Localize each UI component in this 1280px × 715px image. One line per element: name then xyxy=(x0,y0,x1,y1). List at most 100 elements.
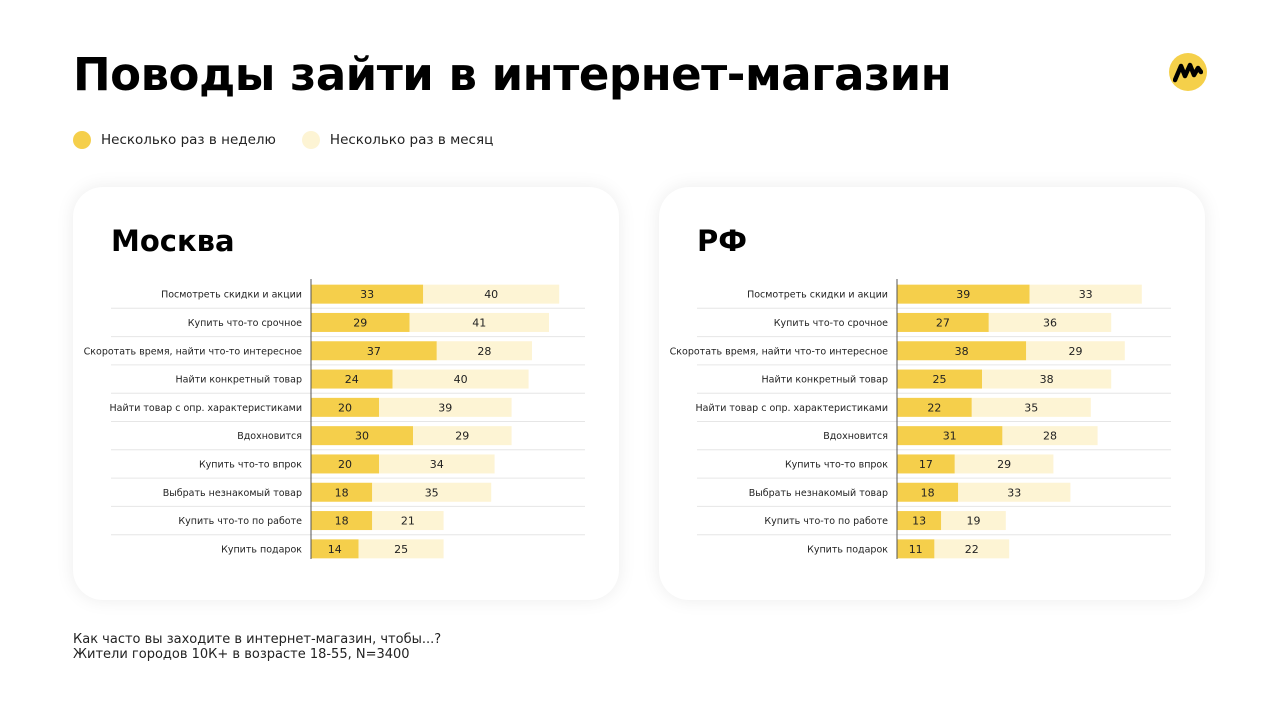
chart-row: Купить что-то срочное 29 41 xyxy=(111,312,585,338)
bar-weekly xyxy=(897,482,959,502)
category-label: Вдохновится xyxy=(237,431,302,442)
value-label-monthly: 19 xyxy=(967,515,981,528)
bar-weekly xyxy=(311,454,379,474)
value-label-weekly: 13 xyxy=(912,515,926,528)
value-label-monthly: 41 xyxy=(472,316,486,329)
value-label-weekly: 39 xyxy=(956,288,970,301)
chart-row: Посмотреть скидки и акции 39 33 xyxy=(697,284,1171,309)
category-label: Найти конкретный товар xyxy=(762,375,888,386)
russia-chart-card: РФ Посмотреть скидки и акции 39 33 Купить ч… xyxy=(659,187,1205,600)
value-label-monthly: 21 xyxy=(401,515,415,528)
value-label-weekly: 17 xyxy=(919,458,933,471)
page-title: Поводы зайти в интернет-магазин xyxy=(73,48,952,101)
value-label-weekly: 20 xyxy=(338,401,352,414)
value-label-monthly: 22 xyxy=(965,543,979,556)
chart-row: Купить подарок 11 22 xyxy=(807,539,1010,559)
value-label-weekly: 27 xyxy=(936,316,950,329)
bar-weekly xyxy=(897,539,935,559)
chart-legend: Несколько раз в неделю Несколько раз в м… xyxy=(73,131,519,149)
bar-monthly xyxy=(954,454,1054,474)
bar-weekly xyxy=(311,369,393,389)
value-label-weekly: 31 xyxy=(943,430,957,443)
category-label: Вдохновится xyxy=(823,431,888,442)
chart-row: Найти конкретный товар 24 40 xyxy=(111,369,585,394)
category-label: Скоротать время, найти что-то интересное xyxy=(84,346,303,357)
bar-monthly xyxy=(1029,284,1142,304)
bar-monthly xyxy=(358,539,444,559)
bar-weekly xyxy=(311,511,373,531)
chart-row: Купить что-то впрок 17 29 xyxy=(697,454,1171,479)
value-label-monthly: 35 xyxy=(1024,401,1038,414)
category-label: Купить что-то срочное xyxy=(774,318,888,329)
value-label-weekly: 33 xyxy=(360,288,374,301)
chart-row: Найти конкретный товар 25 38 xyxy=(697,369,1171,394)
bar-monthly xyxy=(423,284,560,304)
legend-label-monthly: Несколько раз в месяц xyxy=(329,132,494,148)
bar-monthly xyxy=(413,426,512,446)
category-label: Найти конкретный товар xyxy=(176,375,302,386)
legend-item-monthly: Несколько раз в месяц xyxy=(301,131,494,149)
category-label: Посмотреть скидки и акции xyxy=(161,290,302,301)
value-label-monthly: 39 xyxy=(438,401,452,414)
legend-swatch-monthly xyxy=(301,131,320,149)
value-label-monthly: 40 xyxy=(484,288,498,301)
bar-monthly xyxy=(958,482,1071,502)
bar-weekly xyxy=(311,426,413,446)
value-label-weekly: 11 xyxy=(909,543,923,556)
legend-swatch-weekly xyxy=(73,131,91,149)
bar-weekly xyxy=(897,284,1030,304)
bar-monthly xyxy=(1002,426,1098,446)
value-label-weekly: 29 xyxy=(353,316,367,329)
value-label-monthly: 25 xyxy=(394,543,408,556)
value-label-monthly: 28 xyxy=(477,345,491,358)
category-label: Купить подарок xyxy=(221,544,302,555)
bar-monthly xyxy=(941,511,1006,531)
value-label-weekly: 20 xyxy=(338,458,352,471)
value-label-weekly: 18 xyxy=(335,486,349,499)
bar-weekly xyxy=(311,284,424,304)
bar-monthly xyxy=(379,397,512,417)
chart-row: Найти товар с опр. характеристиками 20 39 xyxy=(110,397,585,422)
chart-row: Купить что-то срочное 27 36 xyxy=(697,312,1171,338)
category-label: Купить что-то по работе xyxy=(178,516,302,527)
value-label-monthly: 28 xyxy=(1043,430,1057,443)
chart-row: Скоротать время, найти что-то интересное… xyxy=(84,341,585,366)
value-label-monthly: 36 xyxy=(1043,316,1057,329)
value-label-weekly: 25 xyxy=(933,373,947,386)
value-label-weekly: 22 xyxy=(927,401,941,414)
chart-row: Выбрать незнакомый товар 18 35 xyxy=(111,482,585,507)
chart-row: Выбрать незнакомый товар 18 33 xyxy=(697,482,1171,507)
category-label: Выбрать незнакомый товар xyxy=(163,488,302,499)
bar-weekly xyxy=(897,341,1027,361)
chart-row: Посмотреть скидки и акции 33 40 xyxy=(111,284,585,309)
bar-monthly xyxy=(982,369,1112,389)
value-label-monthly: 29 xyxy=(997,458,1011,471)
legend-label-weekly: Несколько раз в неделю xyxy=(101,132,276,148)
chart-title-moscow: Москва xyxy=(111,224,235,258)
category-label: Скоротать время, найти что-то интересное xyxy=(670,346,889,357)
bar-monthly xyxy=(988,312,1112,332)
value-label-weekly: 30 xyxy=(355,430,369,443)
moscow-bar-chart: Посмотреть скидки и акции 33 40 Купить что-… xyxy=(84,279,585,559)
bar-monthly xyxy=(372,482,492,502)
bar-weekly xyxy=(897,511,942,531)
bar-weekly xyxy=(897,369,982,389)
bar-weekly xyxy=(311,482,373,502)
chart-row: Вдохновится 31 28 xyxy=(697,426,1171,451)
value-label-monthly: 29 xyxy=(1069,345,1083,358)
bar-weekly xyxy=(311,341,437,361)
bar-monthly xyxy=(971,397,1091,417)
value-label-weekly: 18 xyxy=(921,486,935,499)
moscow-chart-card: Москва Посмотреть скидки и акции 33 40 Купи… xyxy=(73,187,619,600)
footnote: Как часто вы заходите в интернет-магазин… xyxy=(73,632,441,662)
russia-bar-chart: Посмотреть скидки и акции 39 33 Купить что-… xyxy=(670,279,1171,559)
bar-monthly xyxy=(409,312,549,332)
chart-row: Купить подарок 14 25 xyxy=(221,539,444,559)
value-label-weekly: 24 xyxy=(345,373,359,386)
chart-row: Вдохновится 30 29 xyxy=(111,426,585,451)
footnote-sample: Жители городов 10К+ в возрасте 18-55, N=… xyxy=(73,647,410,662)
category-label: Посмотреть скидки и акции xyxy=(747,290,888,301)
value-label-monthly: 35 xyxy=(425,486,439,499)
value-label-monthly: 29 xyxy=(455,430,469,443)
category-label: Купить что-то впрок xyxy=(785,459,888,470)
